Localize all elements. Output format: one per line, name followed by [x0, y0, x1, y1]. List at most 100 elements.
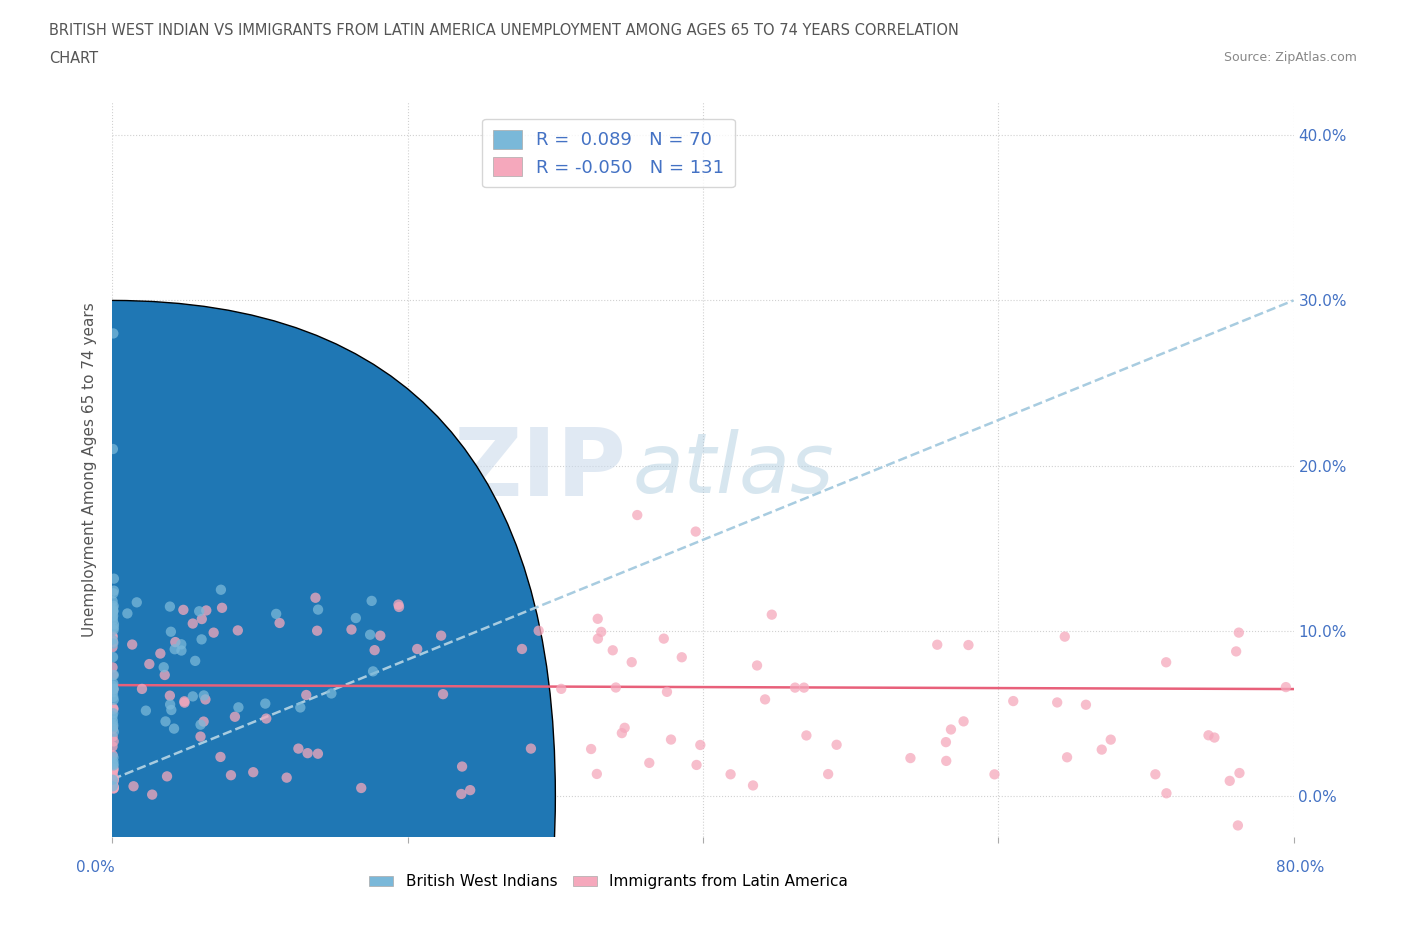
- Point: [103, 702, 125, 717]
- Point: [1056, 750, 1078, 764]
- Text: 0.0%: 0.0%: [76, 860, 115, 875]
- Point: [101, 779, 124, 794]
- Point: [163, 642, 186, 657]
- Point: [101, 604, 124, 619]
- Point: [155, 714, 177, 729]
- Point: [101, 713, 124, 728]
- Point: [935, 735, 957, 750]
- Point: [745, 658, 768, 673]
- Point: [103, 773, 125, 788]
- Point: [103, 668, 125, 683]
- Point: [103, 734, 125, 749]
- Point: [368, 629, 391, 644]
- Point: [101, 772, 124, 787]
- Point: [193, 714, 215, 729]
- Point: [520, 741, 543, 756]
- Point: [350, 780, 373, 795]
- Point: [685, 525, 707, 539]
- Point: [190, 631, 212, 646]
- Point: [188, 604, 211, 618]
- Point: [101, 682, 124, 697]
- Point: [510, 642, 533, 657]
- Point: [159, 688, 181, 703]
- Point: [101, 609, 124, 624]
- Point: [103, 620, 125, 635]
- Point: [605, 680, 627, 695]
- Point: [1144, 767, 1167, 782]
- Point: [585, 766, 607, 781]
- Point: [156, 769, 179, 784]
- FancyBboxPatch shape: [0, 300, 555, 930]
- Point: [103, 682, 125, 697]
- Point: [432, 686, 454, 701]
- Point: [135, 703, 157, 718]
- Point: [742, 778, 765, 793]
- Point: [101, 650, 124, 665]
- Point: [1091, 742, 1114, 757]
- Point: [720, 767, 742, 782]
- Point: [290, 700, 312, 715]
- Point: [131, 682, 153, 697]
- Point: [276, 770, 298, 785]
- Point: [242, 764, 264, 779]
- Point: [101, 766, 124, 781]
- Point: [659, 732, 682, 747]
- Point: [103, 586, 125, 601]
- Point: [103, 689, 125, 704]
- Point: [388, 600, 411, 615]
- Point: [430, 629, 453, 644]
- Point: [101, 636, 124, 651]
- Point: [783, 680, 806, 695]
- Point: [652, 631, 675, 646]
- Point: [103, 719, 125, 734]
- Point: [307, 746, 329, 761]
- Point: [1053, 630, 1076, 644]
- Point: [153, 668, 176, 683]
- Point: [103, 622, 125, 637]
- Text: BRITISH WEST INDIAN VS IMMIGRANTS FROM LATIN AMERICA UNEMPLOYMENT AMONG AGES 65 : BRITISH WEST INDIAN VS IMMIGRANTS FROM L…: [49, 23, 959, 38]
- Point: [173, 694, 195, 709]
- Point: [181, 689, 204, 704]
- Point: [1002, 694, 1025, 709]
- Point: [957, 638, 980, 653]
- Point: [363, 643, 385, 658]
- Point: [307, 623, 329, 638]
- Point: [360, 593, 382, 608]
- Point: [344, 611, 367, 626]
- Point: [586, 631, 609, 646]
- Point: [194, 692, 217, 707]
- Point: [458, 783, 481, 798]
- Point: [101, 739, 124, 754]
- Point: [125, 595, 148, 610]
- Point: [935, 753, 957, 768]
- Point: [1099, 732, 1122, 747]
- Point: [579, 741, 602, 756]
- Point: [103, 757, 125, 772]
- Point: [101, 764, 124, 778]
- Point: [685, 758, 707, 773]
- Point: [101, 762, 124, 777]
- Text: atlas: atlas: [633, 429, 834, 511]
- Point: [103, 750, 125, 764]
- Point: [202, 625, 225, 640]
- Point: [101, 632, 124, 647]
- Point: [170, 637, 193, 652]
- Point: [927, 637, 949, 652]
- Point: [1225, 644, 1247, 658]
- Point: [181, 616, 204, 631]
- Point: [101, 684, 124, 699]
- Point: [165, 634, 187, 649]
- Legend: British West Indians, Immigrants from Latin America: British West Indians, Immigrants from La…: [363, 869, 855, 896]
- Point: [1275, 680, 1298, 695]
- Point: [307, 602, 329, 617]
- Point: [689, 737, 711, 752]
- Point: [1227, 625, 1250, 640]
- Point: [761, 607, 783, 622]
- Point: [1226, 818, 1249, 833]
- Point: [103, 758, 125, 773]
- Point: [103, 326, 125, 341]
- Point: [117, 606, 139, 621]
- Point: [159, 698, 181, 712]
- Point: [209, 750, 232, 764]
- Point: [264, 606, 287, 621]
